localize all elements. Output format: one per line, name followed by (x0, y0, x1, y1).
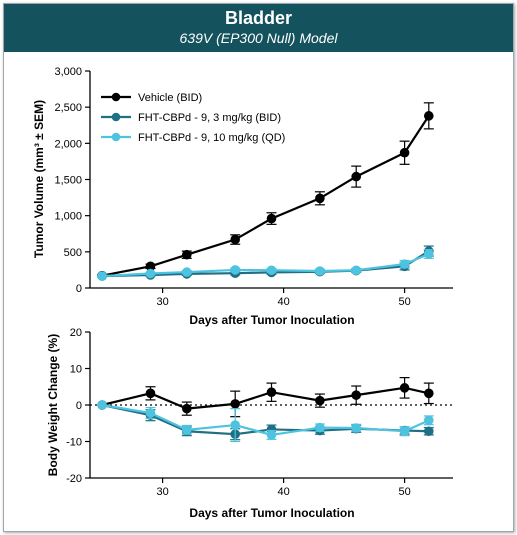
bottom-data-point (230, 420, 240, 430)
top-y-tick-label: 2,500 (54, 102, 82, 114)
bottom-data-point (399, 426, 410, 437)
bottom-data-point (145, 408, 156, 418)
top-data-point (351, 265, 362, 276)
top-series-1 (97, 102, 434, 281)
top-data-point (145, 268, 156, 279)
top-data-point (424, 249, 434, 259)
top-x-axis-label: Days after Tumor Inoculation (189, 313, 354, 327)
top-data-point (315, 266, 325, 276)
top-data-point (424, 111, 434, 121)
top-data-point (182, 249, 192, 260)
top-x-tick-label: 40 (277, 296, 289, 308)
bottom-x-tick-label: 30 (156, 486, 168, 498)
bottom-data-point (266, 430, 277, 440)
bottom-data-point (315, 395, 325, 406)
bottom-y-tick-label: -20 (66, 473, 82, 485)
top-x-tick-label: 50 (398, 296, 410, 308)
chart-legend: Vehicle (BID) FHT-CBPd - 9, 3 mg/kg (BID)… (101, 92, 285, 144)
bottom-data-point (182, 403, 192, 414)
legend-marker (111, 132, 121, 142)
legend-label: FHT-CBPd - 9, 3 mg/kg (BID) (138, 112, 281, 124)
top-data-point (182, 267, 192, 277)
top-data-point (315, 193, 325, 204)
top-data-point (351, 171, 362, 182)
bottom-y-tick-label: 20 (70, 327, 82, 339)
bottom-data-point (351, 390, 362, 400)
figure-card: Bladder 639V (EP300 Null) Model (3, 3, 514, 532)
top-y-axis-label: Tumor Volume (mm³ ± SEM) (32, 100, 46, 258)
bottom-y-tick-label: -10 (66, 437, 82, 449)
top-y-tick-label: 3,000 (54, 66, 82, 78)
bottom-data-point (424, 415, 434, 426)
figure-subtitle: 639V (EP300 Null) Model (179, 30, 338, 46)
top-data-point (230, 234, 240, 245)
top-data-point (230, 265, 240, 275)
figure-header: Bladder 639V (EP300 Null) Model (4, 4, 513, 52)
bottom-x-tick-label: 40 (277, 486, 289, 498)
bottom-data-point (145, 388, 156, 399)
top-data-point (266, 265, 277, 276)
bottom-y-tick-label: 10 (70, 364, 82, 376)
bottom-y-tick-label: 0 (76, 400, 82, 412)
top-data-point (97, 271, 107, 281)
bottom-data-point (399, 383, 410, 393)
legend-marker (111, 112, 121, 122)
top-x-tick-label: 30 (156, 296, 168, 308)
top-data-point (266, 213, 277, 224)
top-y-tick-label: 0 (76, 283, 82, 295)
bottom-data-point (351, 423, 362, 433)
top-series-3 (97, 249, 434, 281)
bottom-data-point (266, 387, 277, 398)
bottom-y-axis-label: Body Weight Change (%) (46, 334, 60, 476)
bottom-data-point (315, 422, 325, 433)
top-data-point (399, 259, 410, 269)
bottom-x-tick-label: 50 (398, 486, 410, 498)
legend-label: FHT-CBPd - 9, 10 mg/kg (QD) (138, 132, 285, 144)
bottom-data-point (182, 425, 192, 435)
figure-title: Bladder (224, 8, 293, 28)
top-chart: 0 500 1,000 1,500 2,000 2,500 3,000 30 40 50 Vehic… (54, 66, 453, 308)
top-y-tick-label: 1,500 (54, 175, 82, 187)
bottom-series-3 (97, 400, 434, 443)
top-data-point (399, 147, 410, 158)
legend-marker (111, 92, 121, 102)
bottom-data-point (230, 399, 240, 409)
top-y-tick-label: 1,000 (54, 211, 82, 223)
bottom-data-point (424, 426, 434, 437)
bottom-x-axis-label: Days after Tumor Inoculation (189, 506, 354, 520)
legend-label: Vehicle (BID) (138, 92, 202, 104)
top-y-tick-label: 2,000 (54, 138, 82, 150)
bottom-data-point (97, 400, 107, 410)
top-y-tick-label: 500 (64, 247, 82, 259)
bottom-chart: -20 -10 0 10 20 30 40 50 (66, 327, 453, 498)
bottom-data-point (424, 388, 434, 399)
